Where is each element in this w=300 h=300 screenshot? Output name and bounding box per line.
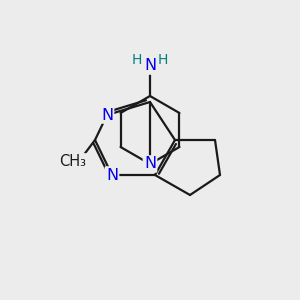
Text: N: N [101, 107, 113, 122]
Text: H: H [132, 53, 142, 67]
Text: N: N [106, 167, 118, 182]
Text: H: H [158, 53, 168, 67]
Text: CH₃: CH₃ [59, 154, 86, 169]
Text: N: N [144, 157, 156, 172]
Text: N: N [144, 58, 156, 74]
